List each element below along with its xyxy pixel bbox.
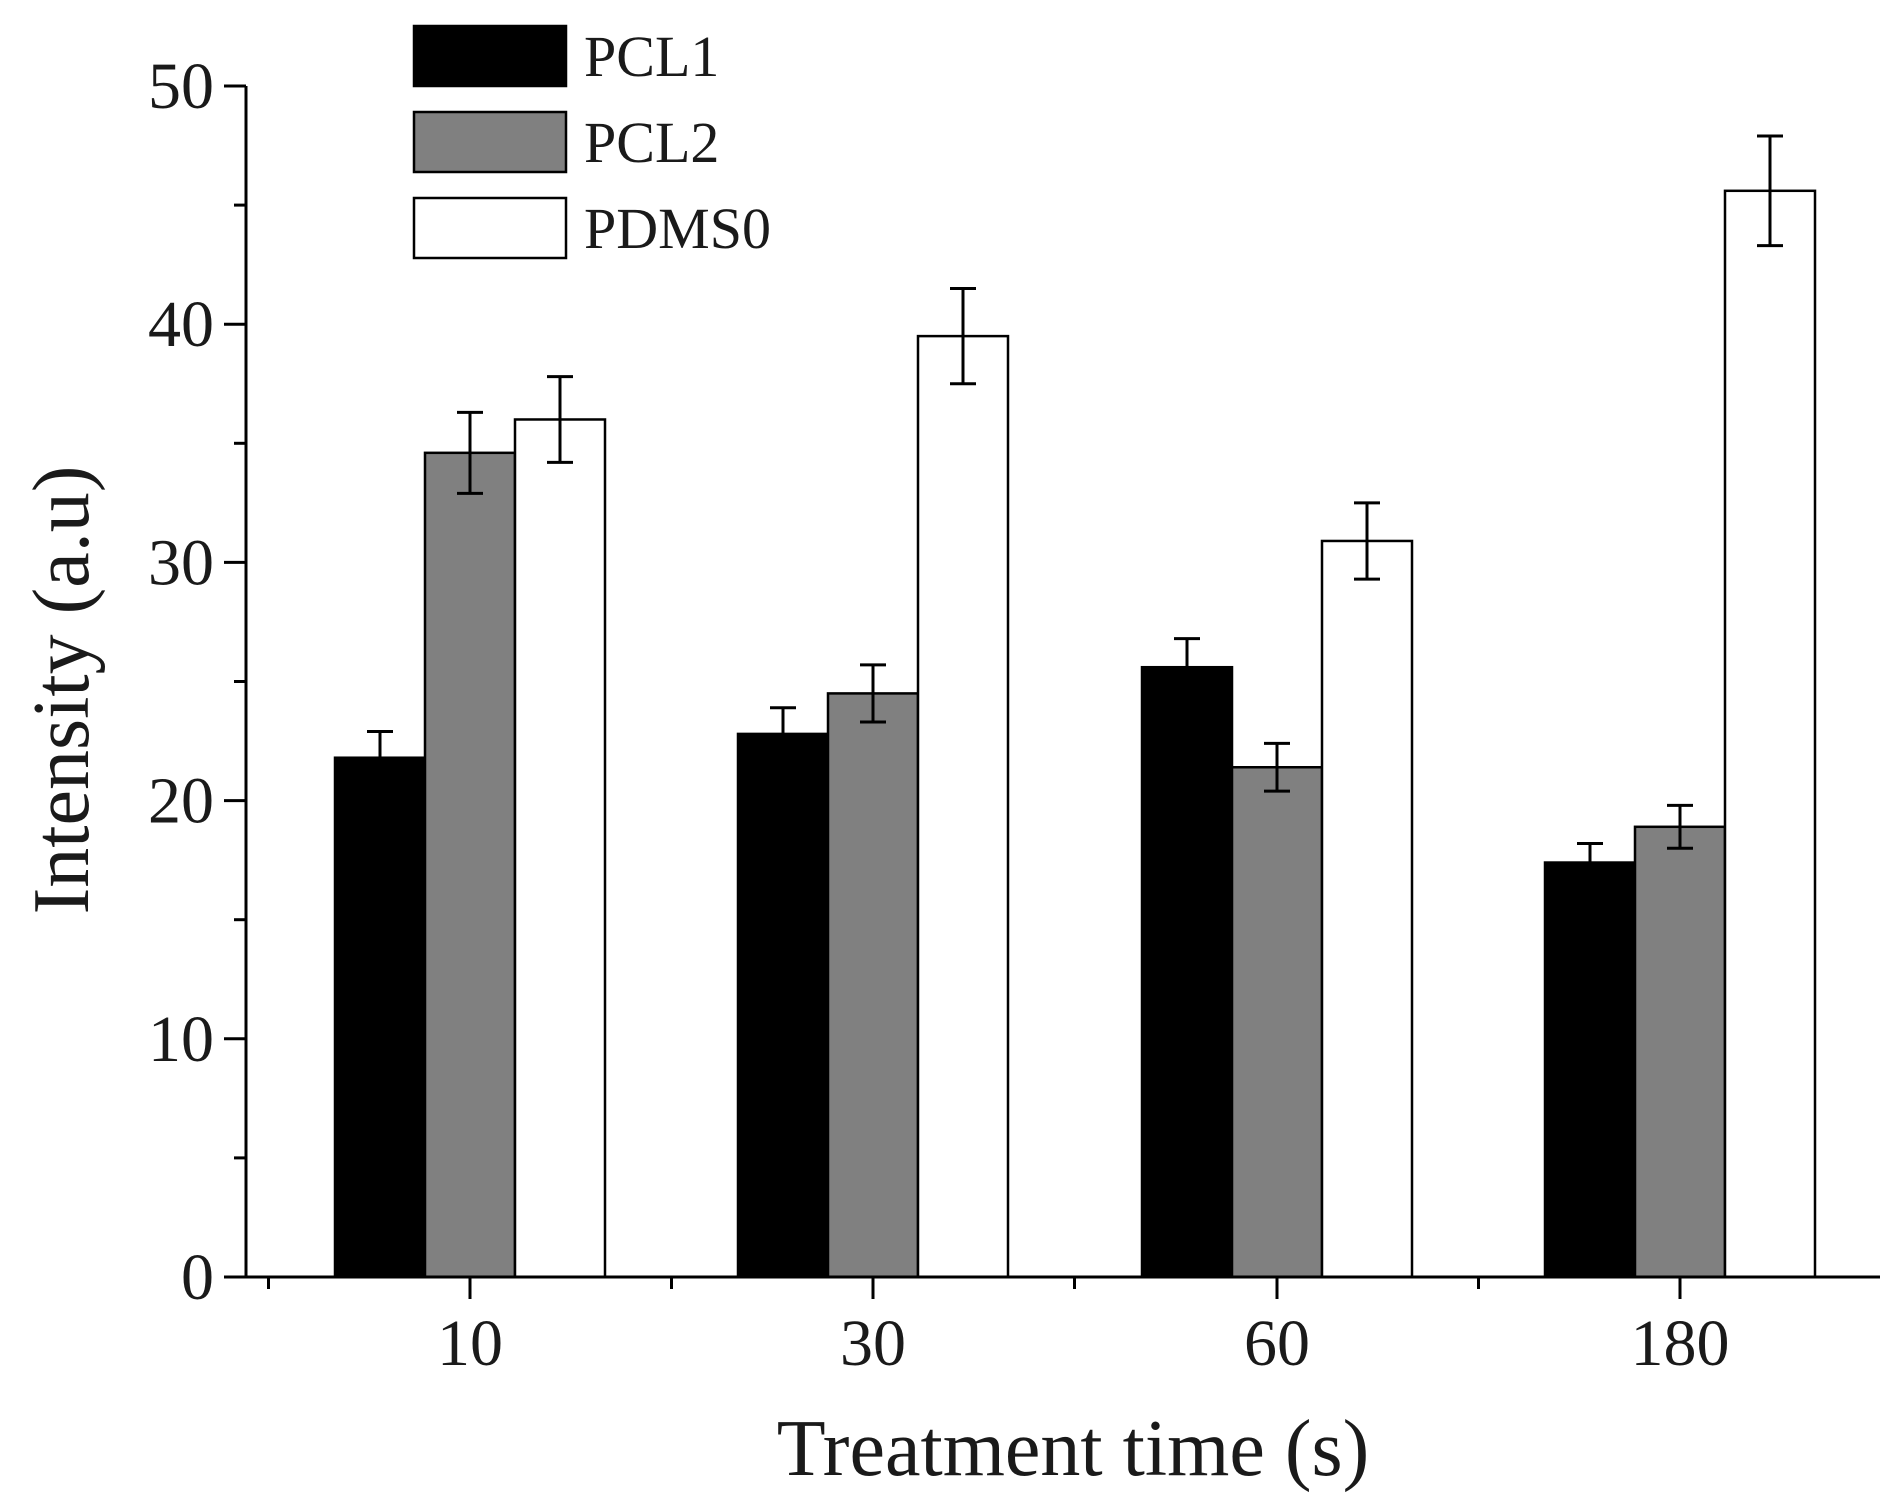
error-bar-pdms0-60 [1354, 501, 1380, 581]
bar-pdms0-30 [916, 334, 1010, 1279]
legend-label-pcl1: PCL1 [584, 24, 719, 89]
legend-swatch-pcl1 [412, 24, 568, 88]
legend-item-pdms0: PDMS0 [412, 196, 771, 261]
y-tick-label-30: 30 [148, 526, 214, 599]
error-bar-pcl2-30 [860, 663, 886, 724]
bar-pcl2-180 [1633, 825, 1727, 1279]
legend-label-pcl2: PCL2 [584, 110, 719, 175]
bar-pcl2-30 [826, 692, 920, 1279]
legend: PCL1 PCL2 PDMS0 [412, 24, 771, 261]
error-bar-pcl1-180 [1577, 841, 1603, 884]
y-tick-label-40: 40 [148, 288, 214, 361]
ticks-layer: 0 10 20 30 40 50 10 30 60 180 [148, 50, 1730, 1380]
y-tick-label-10: 10 [148, 1003, 214, 1076]
error-bar-pcl1-60 [1174, 637, 1200, 698]
error-bar-pcl1-30 [770, 706, 796, 762]
error-bar-pdms0-180 [1757, 134, 1783, 248]
y-tick-label-0: 0 [181, 1241, 214, 1314]
error-bar-pcl2-60 [1264, 741, 1290, 793]
x-tick-label-10: 10 [437, 1307, 503, 1380]
error-bar-pdms0-30 [950, 286, 976, 386]
error-bar-pdms0-10 [547, 375, 573, 464]
bar-pcl1-30 [736, 732, 830, 1279]
bar-pcl2-60 [1230, 766, 1324, 1279]
x-axis-title: Treatment time (s) [777, 1405, 1370, 1493]
y-axis-title: Intensity (a.u) [18, 466, 106, 915]
bar-pcl1-60 [1140, 665, 1234, 1279]
legend-item-pcl1: PCL1 [412, 24, 719, 89]
legend-swatch-pdms0 [412, 196, 568, 260]
error-bars-layer [367, 134, 1783, 884]
legend-swatch-pcl2 [412, 110, 568, 174]
x-tick-label-60: 60 [1244, 1307, 1310, 1380]
bar-pcl1-10 [333, 756, 427, 1279]
bar-pdms0-180 [1723, 189, 1817, 1279]
x-tick-label-180: 180 [1631, 1307, 1730, 1380]
bar-pcl2-10 [423, 451, 517, 1279]
bar-pdms0-60 [1320, 539, 1414, 1279]
bar-pdms0-10 [513, 418, 607, 1279]
bar-pcl1-180 [1543, 861, 1637, 1279]
y-tick-label-20: 20 [148, 765, 214, 838]
bars-layer [333, 189, 1817, 1279]
y-tick-label-50: 50 [148, 50, 214, 123]
error-bar-pcl2-180 [1667, 803, 1693, 850]
error-bar-pcl2-10 [457, 410, 483, 495]
legend-item-pcl2: PCL2 [412, 110, 719, 175]
error-bar-pcl1-10 [367, 730, 393, 786]
x-tick-label-30: 30 [840, 1307, 906, 1380]
legend-label-pdms0: PDMS0 [584, 196, 771, 261]
